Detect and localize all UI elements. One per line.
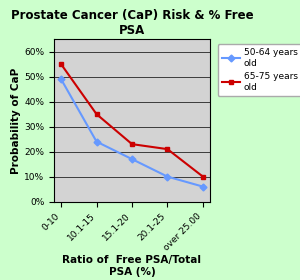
Y-axis label: Probability of CaP: Probability of CaP xyxy=(11,67,21,174)
65-75 years
old xyxy=(201,175,205,178)
50-64 years
old xyxy=(95,140,98,143)
50-64 years
old xyxy=(201,185,205,188)
65-75 years
old xyxy=(95,113,98,116)
Title: Prostate Cancer (CaP) Risk & % Free
PSA: Prostate Cancer (CaP) Risk & % Free PSA xyxy=(11,9,253,37)
X-axis label: Ratio of  Free PSA/Total
PSA (%): Ratio of Free PSA/Total PSA (%) xyxy=(62,255,202,277)
50-64 years
old xyxy=(59,78,63,81)
50-64 years
old xyxy=(166,175,169,178)
65-75 years
old xyxy=(130,143,134,146)
65-75 years
old xyxy=(59,62,63,66)
65-75 years
old xyxy=(166,148,169,151)
50-64 years
old xyxy=(130,157,134,161)
Line: 65-75 years
old: 65-75 years old xyxy=(59,62,205,179)
Legend: 50-64 years
old, 65-75 years
old: 50-64 years old, 65-75 years old xyxy=(218,44,300,96)
Line: 50-64 years
old: 50-64 years old xyxy=(59,77,205,189)
